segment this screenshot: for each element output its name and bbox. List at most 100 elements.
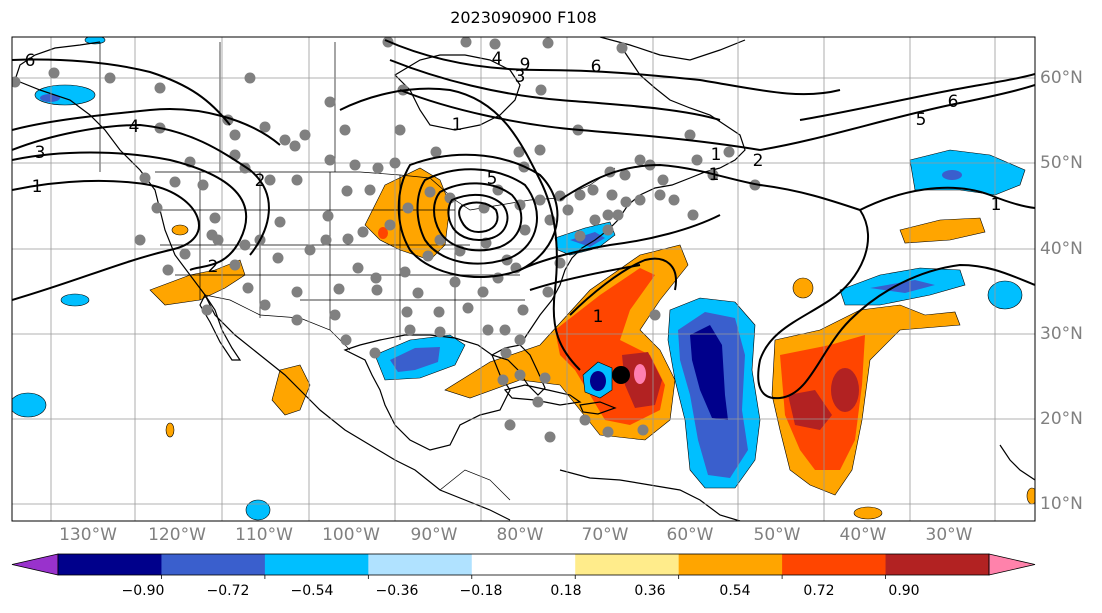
colorbar-extend-high [988, 553, 1036, 576]
station-marker [154, 82, 166, 94]
station-marker [534, 194, 546, 206]
contour-2-west [12, 151, 248, 271]
station-marker [259, 299, 271, 311]
coast-cuba [503, 384, 582, 406]
border-states-2 [155, 209, 525, 301]
station-marker [542, 37, 554, 49]
colorbar-tick-label: −0.18 [459, 583, 503, 599]
contour-label: 1 [711, 145, 722, 165]
station-marker [399, 266, 411, 278]
station-marker [657, 174, 669, 186]
station-marker [340, 334, 352, 346]
coast-hispaniola [579, 401, 617, 415]
colorbar-frame [57, 553, 990, 576]
anomaly-negative-north-atlantic [909, 149, 1026, 196]
station-marker [519, 224, 531, 236]
station-marker [424, 186, 436, 198]
station-marker [104, 72, 116, 84]
anomaly-negative-caribbean-core [590, 371, 606, 391]
anomaly-positive-atlantic-max2 [831, 368, 859, 412]
station-marker [209, 212, 221, 224]
station-marker [616, 42, 628, 54]
lon-label-30w: 30°W [925, 525, 973, 545]
storm-position-marker [612, 366, 630, 384]
lon-label-50w: 50°W [753, 525, 801, 545]
station-marker [299, 129, 311, 141]
lon-label-130w: 130°W [59, 525, 117, 545]
contour-label: 5 [916, 110, 927, 130]
colorbar-segment [885, 554, 990, 575]
station-marker [612, 209, 624, 221]
station-marker [139, 172, 151, 184]
contour-north-arc-3 [399, 89, 761, 151]
station-marker [606, 189, 618, 201]
station-marker [668, 194, 680, 206]
station-marker [357, 226, 369, 238]
contour-6-east [799, 73, 1035, 121]
station-marker [212, 234, 224, 246]
anomaly-positive-small-1 [792, 277, 814, 299]
station-marker [289, 140, 301, 152]
anomaly-negative-pacific-mid [60, 293, 90, 307]
station-marker [370, 272, 382, 284]
station-marker [197, 179, 209, 191]
station-marker [291, 314, 303, 326]
contour-3-west [12, 123, 270, 256]
station-marker [369, 347, 381, 359]
station-marker [339, 124, 351, 136]
station-marker [229, 129, 241, 141]
contour-low-5 [458, 201, 499, 233]
station-marker [349, 159, 361, 171]
station-marker [587, 184, 599, 196]
contour-label: 3 [35, 143, 46, 163]
lat-label-20n: 20°N [1040, 409, 1083, 429]
station-marker [499, 324, 511, 336]
colorbar-tick-label: 0.36 [634, 583, 666, 599]
colorbar-segment [678, 554, 783, 575]
station-marker [500, 347, 512, 359]
station-markers [12, 37, 761, 443]
station-marker [48, 67, 60, 79]
station-marker [482, 324, 494, 336]
station-marker [602, 224, 614, 236]
station-marker [535, 84, 547, 96]
anomaly-negative-pacific-south [245, 499, 271, 521]
contour-gulf-1 [569, 257, 677, 316]
coast-south-america [559, 469, 741, 521]
lat-label-40n: 40°N [1040, 239, 1083, 259]
station-marker [412, 287, 424, 299]
colorbar-segment [368, 554, 473, 575]
contour-label: 1 [452, 115, 463, 135]
anomaly-negative-north-atlantic-core [942, 170, 962, 180]
station-marker [691, 154, 703, 166]
station-marker [514, 369, 526, 381]
station-marker [544, 431, 556, 443]
lat-label-50n: 50°N [1040, 153, 1083, 173]
lon-label-60w: 60°W [666, 525, 714, 545]
station-marker [229, 259, 241, 271]
anomaly-positive-small-5 [171, 224, 189, 236]
lat-label-10n: 10°N [1040, 494, 1083, 514]
station-marker [574, 230, 586, 242]
contour-low-4 [447, 193, 509, 241]
figure-title: 2023090900 F108 [450, 8, 597, 27]
station-marker [342, 233, 354, 245]
station-marker [352, 262, 364, 274]
anomaly-positive-small-2 [165, 422, 175, 438]
station-marker [242, 282, 254, 294]
station-marker [433, 306, 445, 318]
anomaly-negative-central-atlantic-core [690, 325, 728, 420]
anomaly-negative-east-small [987, 280, 1023, 310]
anomaly-negative-gulf-north-core [390, 347, 440, 372]
anomaly-positive-small-4 [853, 506, 883, 520]
lon-label-110w: 110°W [235, 525, 293, 545]
station-marker [489, 38, 501, 50]
station-marker [259, 121, 271, 133]
lon-label-80w: 80°W [496, 525, 544, 545]
contour-label: 5 [487, 169, 498, 189]
anomaly-positive-atlantic-max [788, 390, 832, 430]
coast-hudson-bay [394, 54, 521, 131]
colorbar-segment [575, 554, 680, 575]
